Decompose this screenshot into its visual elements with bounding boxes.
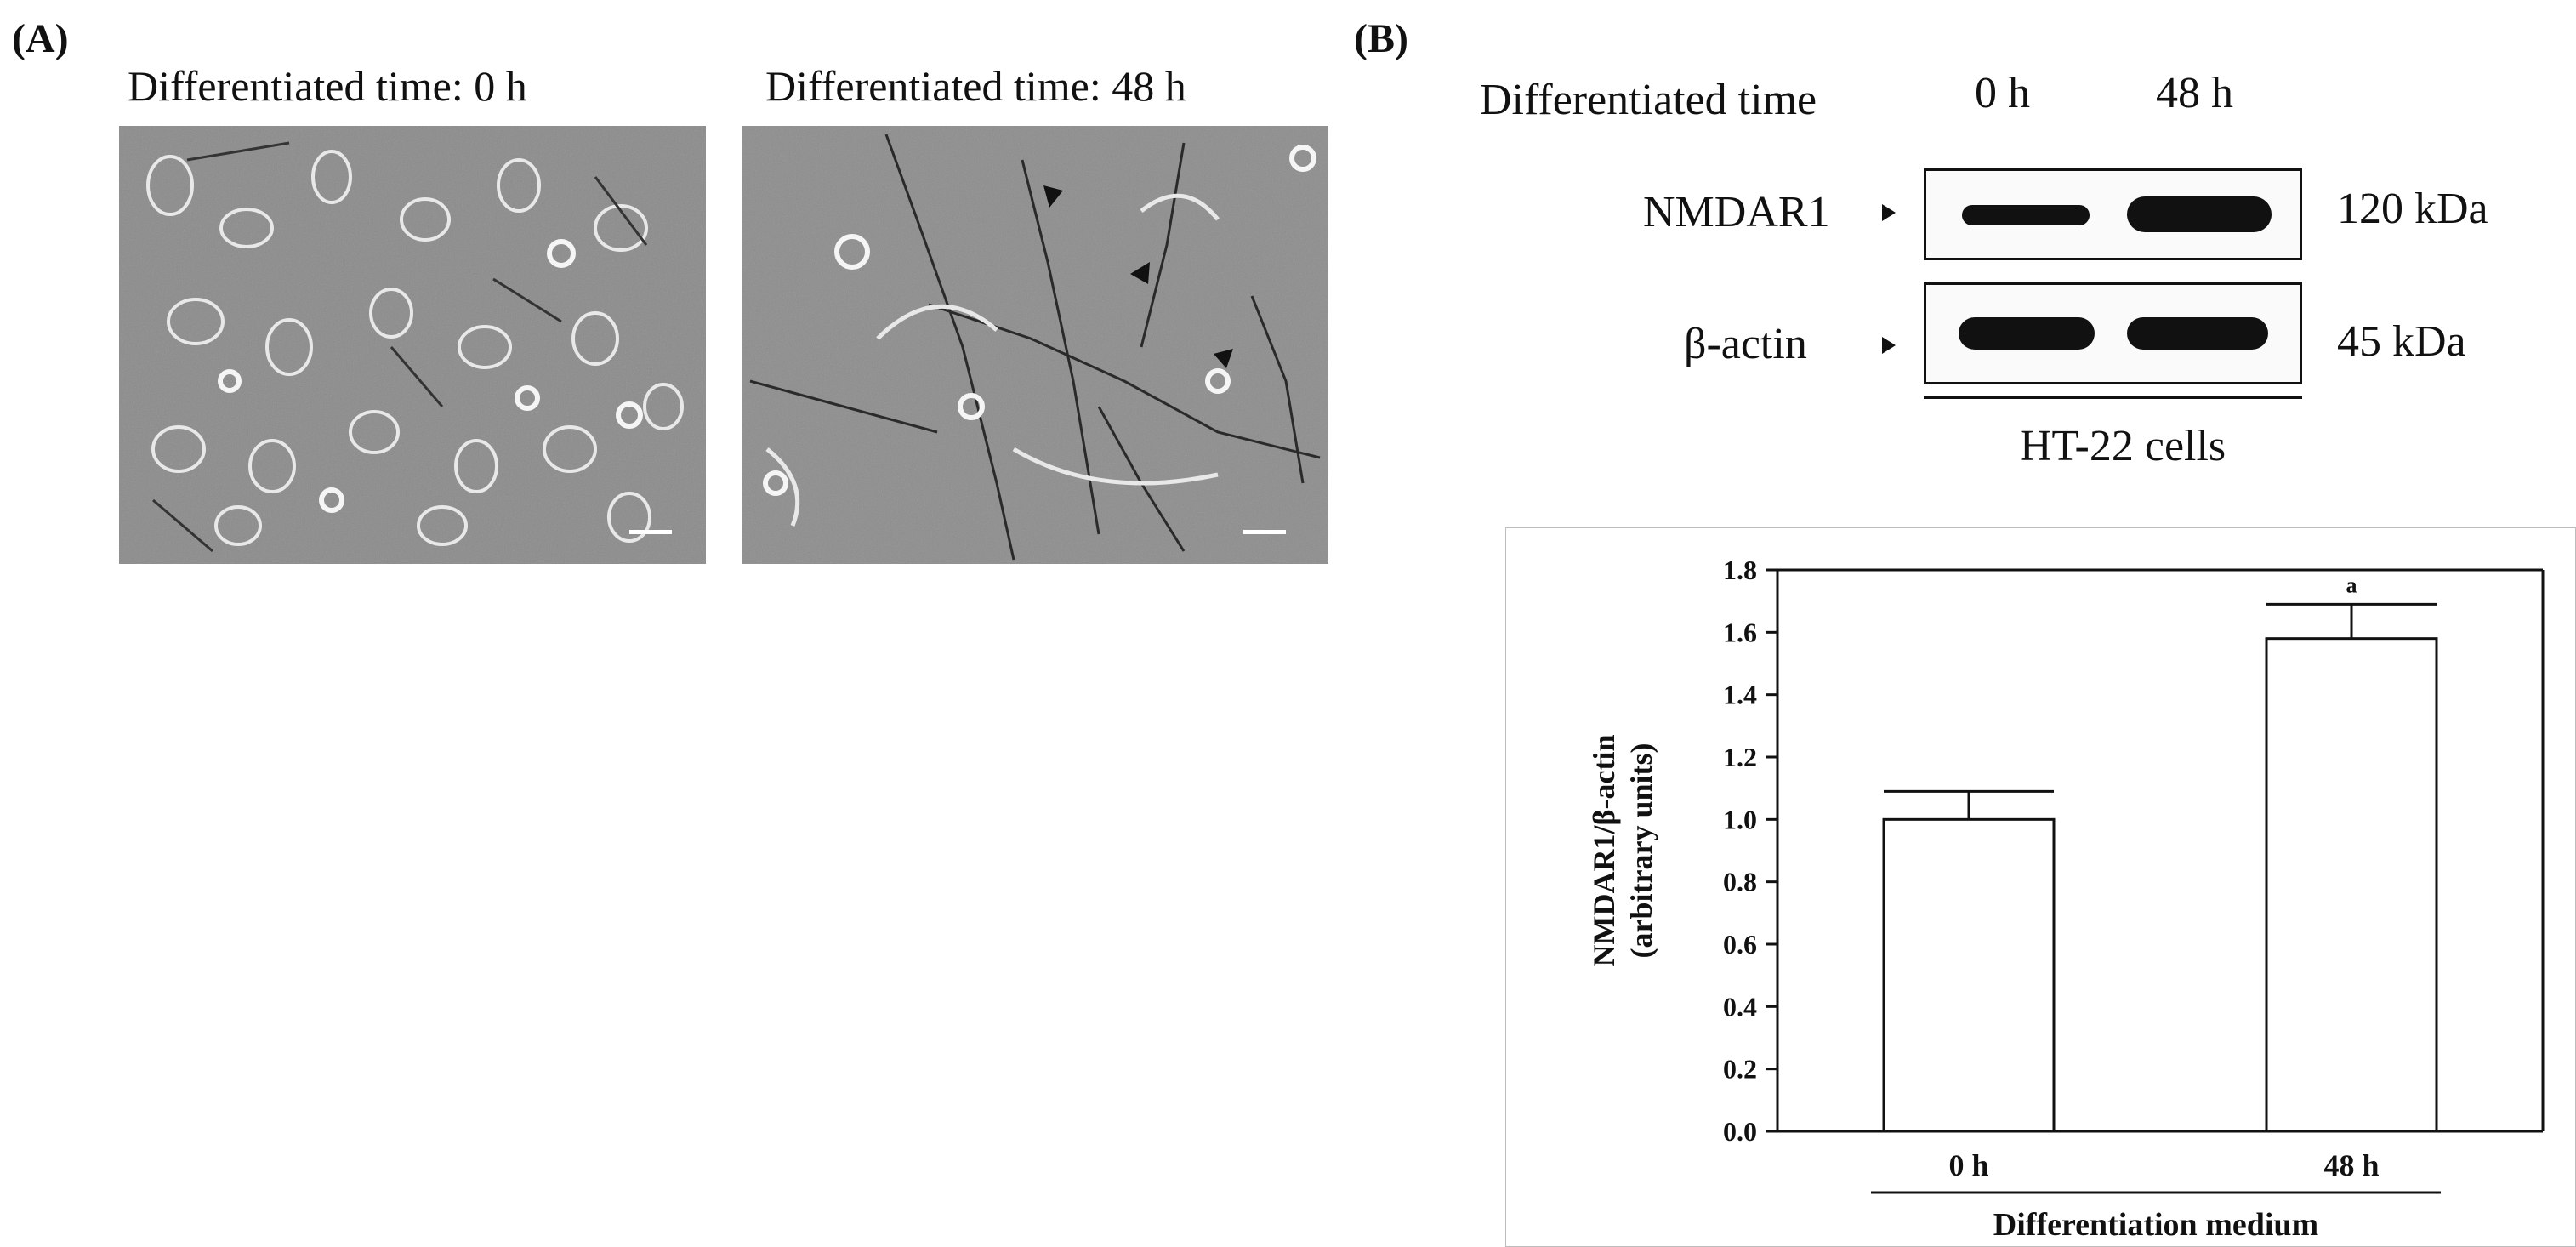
- y-tick-label: 1.4: [1723, 680, 1757, 710]
- blot-row-nmdar1: [1924, 168, 2302, 260]
- lane-label-48h: 48 h: [2156, 69, 2233, 117]
- lane-label-0h: 0 h: [1975, 69, 2030, 117]
- panel-b-label: (B): [1354, 16, 1408, 61]
- x-tick-label: 48 h: [2323, 1148, 2379, 1182]
- x-axis-title: Differentiation medium: [1993, 1207, 2318, 1243]
- panel-a-label: (A): [12, 16, 69, 61]
- y-tick-label: 1.2: [1723, 742, 1757, 772]
- micrograph-0h: [119, 126, 706, 564]
- band-nmdar1-0h: [1962, 205, 2090, 225]
- band-nmdar1-48h: [2127, 196, 2272, 232]
- bar: [2265, 637, 2438, 1133]
- significance-label: a: [2346, 572, 2357, 597]
- actin-pointer-icon: [1882, 337, 1896, 354]
- y-tick-label: 1.6: [1723, 617, 1757, 647]
- cell-line-label: HT-22 cells: [2020, 422, 2226, 470]
- blot-protein-nmdar1: NMDAR1: [1643, 188, 1830, 236]
- nmdar1-pointer-icon: [1882, 204, 1896, 221]
- blot-protein-actin: β-actin: [1684, 320, 1807, 368]
- blot-size-actin: 45 kDa: [2337, 317, 2466, 366]
- micrograph-48h: [742, 126, 1328, 564]
- band-actin-0h: [1959, 317, 2095, 350]
- bar-chart: 0.0 0.2 0.4 0.6 0.8 1.0 1.2 1.4 1.6 1.8 0 h a 48 hDi…: [1505, 527, 2576, 1247]
- bar: [1882, 817, 2056, 1133]
- x-tick-label: 0 h: [1948, 1148, 1988, 1182]
- y-tick-label: 0.6: [1723, 929, 1757, 959]
- cell-line-underline: [1924, 396, 2302, 399]
- y-tick-label: 1.8: [1723, 555, 1757, 585]
- plot-area: 0.0 0.2 0.4 0.6 0.8 1.0 1.2 1.4 1.6 1.8 0 h a 48 hDi…: [1587, 555, 2545, 1243]
- y-axis-title-line1: NMDAR1/β-actin: [1587, 735, 1621, 967]
- blot-header-label: Differentiated time: [1480, 76, 1817, 124]
- blot-size-nmdar1: 120 kDa: [2337, 185, 2488, 233]
- band-actin-48h: [2127, 317, 2268, 350]
- micrograph-48h-title: Differentiated time: 48 h: [765, 62, 1186, 110]
- y-tick-label: 1.0: [1723, 804, 1757, 834]
- y-tick-label: 0.8: [1723, 867, 1757, 897]
- y-tick-label: 0.2: [1723, 1054, 1757, 1085]
- blot-row-actin: [1924, 282, 2302, 384]
- micrograph-0h-title: Differentiated time: 0 h: [128, 62, 527, 110]
- y-tick-label: 0.4: [1723, 991, 1757, 1022]
- y-tick-label: 0.0: [1723, 1116, 1757, 1147]
- y-axis-title-line2: (arbitrary units): [1624, 743, 1658, 959]
